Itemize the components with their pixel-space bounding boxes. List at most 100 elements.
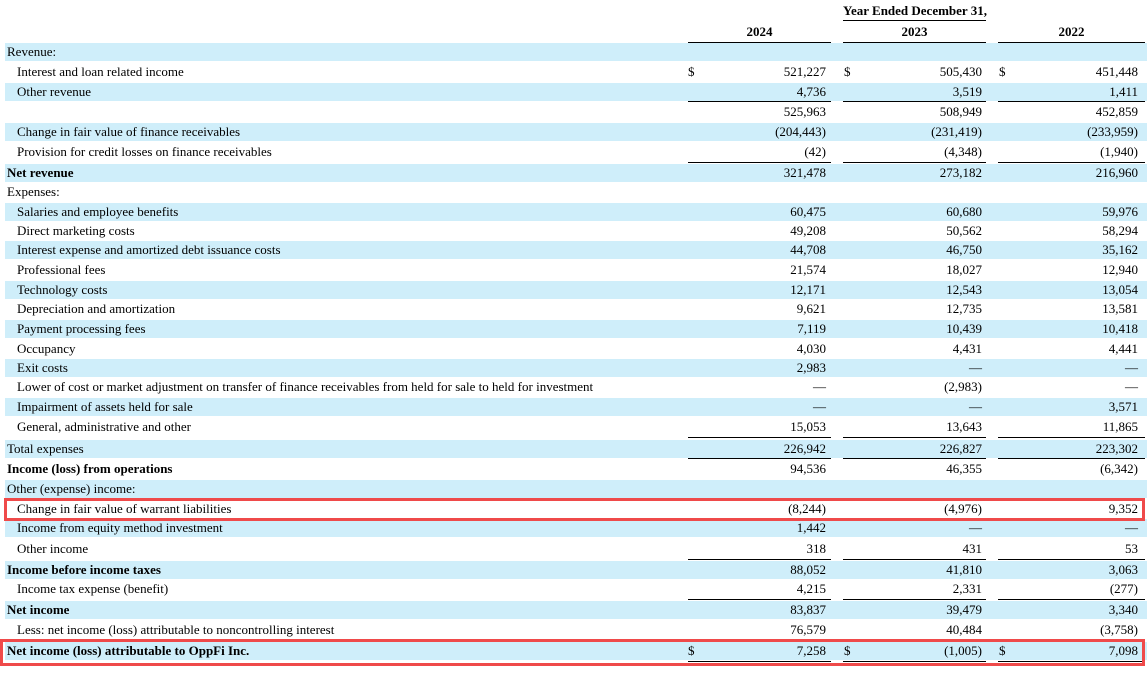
row-label: Net income xyxy=(7,602,70,617)
value-2022: 13,054 xyxy=(1102,282,1138,297)
subtotal-rule xyxy=(843,437,986,438)
period-underline xyxy=(843,20,986,21)
value-2023: 2,331 xyxy=(952,581,982,596)
section-revenue: Revenue: xyxy=(5,43,1147,61)
row-label: Exit costs xyxy=(17,360,68,375)
row-net-revenue: Net revenue 321,478 273,182 216,960 xyxy=(5,164,1147,182)
row-label: Payment processing fees xyxy=(17,321,146,336)
row-label: Occupancy xyxy=(17,341,76,356)
value-2023: 50,562 xyxy=(946,223,982,238)
section-expenses: Expenses: xyxy=(5,183,1147,201)
value-2023: (1,005) xyxy=(944,643,982,658)
row-label: Other (expense) income: xyxy=(7,481,136,496)
subtotal-rule xyxy=(843,458,986,459)
subtotal-rule xyxy=(843,599,986,600)
row-net-income-oppfi: Net income (loss) attributable to OppFi … xyxy=(5,642,1147,660)
currency-symbol: $ xyxy=(999,643,1006,658)
row-label: Total expenses xyxy=(7,441,84,456)
value-2023: (4,976) xyxy=(944,501,982,516)
value-2023: 13,643 xyxy=(946,419,982,434)
value-2024: 4,215 xyxy=(796,581,826,596)
subtotal-rule xyxy=(843,162,986,163)
row-label: Lower of cost or market adjustment on tr… xyxy=(17,379,594,394)
subtotal-rule xyxy=(688,458,831,459)
value-2023: 60,680 xyxy=(946,204,982,219)
row-interest-loan-income: Interest and loan related income $ 521,2… xyxy=(5,63,1147,81)
row-label: Impairment of assets held for sale xyxy=(17,399,193,414)
row-label: Interest expense and amortized debt issu… xyxy=(17,242,281,257)
value-2023: 12,735 xyxy=(946,301,982,316)
value-2022: (6,342) xyxy=(1100,461,1138,476)
row-exit-costs: Exit costs 2,983 — — xyxy=(5,359,1147,377)
value-2024: 9,621 xyxy=(796,301,826,316)
value-2024: 7,119 xyxy=(797,321,826,336)
row-occupancy: Occupancy 4,030 4,431 4,441 xyxy=(5,340,1147,358)
total-double-rule xyxy=(998,661,1145,664)
row-label: Professional fees xyxy=(17,262,106,277)
section-other-income: Other (expense) income: xyxy=(5,480,1147,498)
value-2024: 49,208 xyxy=(790,223,826,238)
row-label: Net income (loss) attributable to OppFi … xyxy=(7,643,250,658)
subtotal-rule xyxy=(998,599,1145,600)
row-salaries: Salaries and employee benefits 60,475 60… xyxy=(5,203,1147,221)
subtotal-rule xyxy=(998,437,1145,438)
value-2022: 11,865 xyxy=(1102,419,1138,434)
value-2023: (4,348) xyxy=(944,144,982,159)
value-2023: (2,983) xyxy=(944,379,982,394)
row-total-expenses: Total expenses 226,942 226,827 223,302 xyxy=(5,440,1147,458)
value-2022: 35,162 xyxy=(1102,242,1138,257)
value-2022: (3,758) xyxy=(1100,622,1138,637)
value-2024: 88,052 xyxy=(790,562,826,577)
value-2022: 3,571 xyxy=(1108,399,1138,414)
subtotal-rule xyxy=(843,559,986,560)
row-label: Income before income taxes xyxy=(7,562,161,577)
value-2024: 2,983 xyxy=(796,360,826,375)
value-2024: 76,579 xyxy=(790,622,826,637)
row-fair-value-finance-receivables: Change in fair value of finance receivab… xyxy=(5,123,1147,141)
subtotal-rule xyxy=(688,101,831,102)
value-2024: (8,244) xyxy=(788,501,826,516)
value-2023: 508,949 xyxy=(939,104,982,119)
value-2022: 223,302 xyxy=(1095,441,1138,456)
year-header-2023: 2023 xyxy=(843,24,986,43)
subtotal-rule xyxy=(998,458,1145,459)
value-2022: 4,441 xyxy=(1108,341,1138,356)
subtotal-rule xyxy=(998,640,1145,641)
value-2023: 3,519 xyxy=(952,84,982,99)
currency-symbol: $ xyxy=(844,64,851,79)
subtotal-rule xyxy=(688,599,831,600)
value-2022: 3,063 xyxy=(1108,562,1138,577)
value-2024: 21,574 xyxy=(790,262,826,277)
row-label: Direct marketing costs xyxy=(17,223,135,238)
period-header: Year Ended December 31, xyxy=(843,3,987,18)
value-2023: 431 xyxy=(962,541,983,556)
value-2024: (42) xyxy=(804,144,826,159)
value-2023: 12,543 xyxy=(946,282,982,297)
value-2022: 216,960 xyxy=(1095,165,1138,180)
row-impairment: Impairment of assets held for sale — — 3… xyxy=(5,398,1147,416)
row-income-before-taxes: Income before income taxes 88,052 41,810… xyxy=(5,561,1147,579)
subtotal-rule xyxy=(998,101,1145,102)
year-header-2024: 2024 xyxy=(688,24,831,43)
value-2022: 59,976 xyxy=(1102,204,1138,219)
row-lower-of-cost-adjustment: Lower of cost or market adjustment on tr… xyxy=(5,378,1147,396)
currency-symbol: $ xyxy=(688,64,695,79)
row-label: Technology costs xyxy=(17,282,108,297)
value-2024: 525,963 xyxy=(783,104,826,119)
value-2022: 1,411 xyxy=(1109,84,1138,99)
row-label: Income from equity method investment xyxy=(17,520,223,535)
value-2024: 44,708 xyxy=(790,242,826,257)
value-2023: 10,439 xyxy=(946,321,982,336)
value-2023: 226,827 xyxy=(939,441,982,456)
value-2024: 318 xyxy=(806,541,827,556)
value-2022: 451,448 xyxy=(1095,64,1138,79)
value-2022: — xyxy=(1125,379,1138,394)
currency-symbol: $ xyxy=(688,643,695,658)
row-label: Net revenue xyxy=(7,165,74,180)
row-payment-processing: Payment processing fees 7,119 10,439 10,… xyxy=(5,320,1147,338)
value-2024: 83,837 xyxy=(790,602,826,617)
row-label: Income (loss) from operations xyxy=(7,461,173,476)
value-2024: 15,053 xyxy=(790,419,826,434)
subtotal-rule xyxy=(688,640,831,641)
subtotal-rule xyxy=(688,437,831,438)
